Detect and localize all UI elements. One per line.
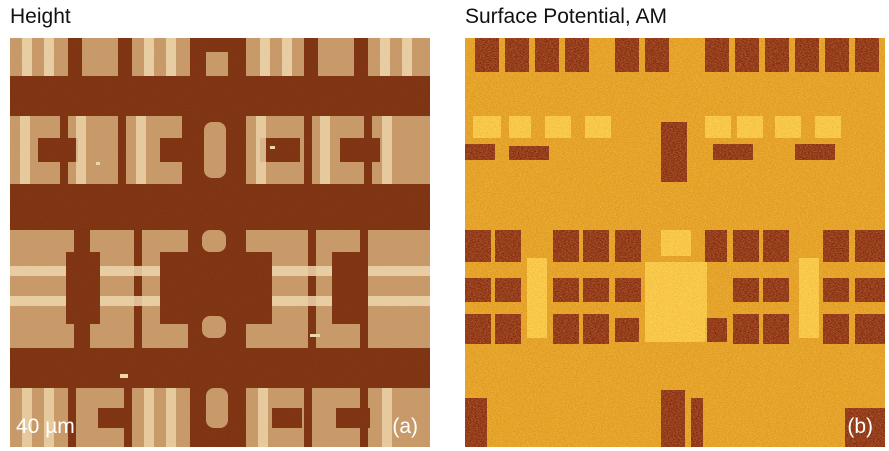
panel-a-label: (a) (392, 415, 418, 438)
panel-b-label: (b) (847, 415, 873, 438)
scale-bar-label: 40 µm (16, 415, 75, 438)
panel-b-title: Surface Potential, AM (465, 5, 667, 28)
surface-potential-image: (b) (465, 38, 885, 447)
height-map (10, 38, 430, 447)
height-image: 40 µm (a) (10, 38, 430, 447)
panel-a-title: Height (10, 5, 71, 28)
surface-potential-map (465, 38, 885, 447)
